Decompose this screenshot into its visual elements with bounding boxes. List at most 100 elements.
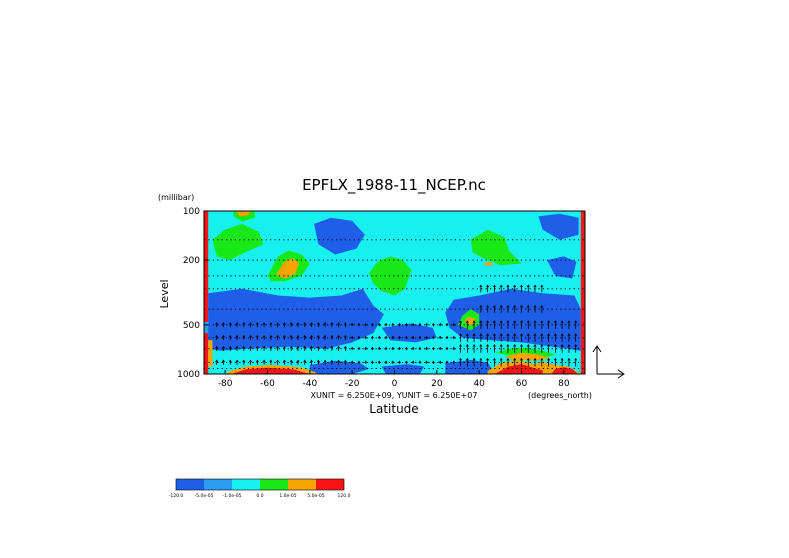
ep-flux-arrowhead (540, 333, 544, 336)
ep-flux-arrowhead (289, 359, 293, 363)
ep-flux-arrowhead (391, 335, 395, 339)
y-tick-label: 500 (183, 321, 200, 331)
ep-flux-arrowhead (255, 335, 259, 338)
ep-flux-arrowhead (479, 357, 483, 361)
ep-flux-arrowhead (533, 320, 537, 323)
ep-flux-arrowhead (370, 335, 374, 339)
ep-flux-arrowhead (492, 320, 496, 323)
y-tick-label: 100 (183, 207, 200, 217)
ep-flux-arrowhead (255, 322, 259, 325)
ep-flux-arrowhead (411, 322, 415, 326)
ep-flux-arrowhead (425, 346, 429, 350)
colorbar-swatch (232, 479, 260, 490)
colorbar-frame (175, 478, 345, 491)
ep-flux-arrowhead (269, 335, 273, 338)
ep-flux-arrowhead (533, 333, 537, 336)
ep-flux-arrowhead (350, 360, 354, 364)
ep-flux-arrowhead (567, 357, 571, 361)
ep-flux-arrowhead (513, 305, 517, 308)
contour-region-upper-blue-south (314, 217, 365, 255)
contour-region-green-north-upper (470, 229, 522, 266)
ep-flux-arrowhead (249, 322, 253, 325)
ep-flux-arrowhead (343, 322, 347, 325)
ep-flux-arrowhead (574, 333, 578, 336)
ep-flux-arrowhead (276, 322, 280, 325)
ep-flux-arrowhead (384, 335, 388, 339)
ep-flux-arrowhead (553, 320, 557, 323)
ep-flux-arrowhead (479, 344, 483, 347)
ep-flux-arrowhead (499, 333, 503, 336)
colorbar-swatch (204, 479, 232, 490)
ep-flux-arrowhead (404, 346, 408, 350)
ep-flux-arrowhead (221, 322, 225, 325)
ep-flux-arrowhead (343, 335, 347, 338)
ep-flux-arrowhead (242, 322, 246, 325)
ep-flux-arrowhead (343, 345, 347, 349)
ep-flux-arrowhead (574, 344, 578, 347)
contour-region-orange-north-lower (504, 352, 552, 361)
x-tick-label: -80 (218, 379, 233, 389)
ep-flux-arrowhead (472, 320, 476, 323)
ep-flux-arrowhead (384, 322, 388, 326)
ep-flux-arrowhead (513, 320, 517, 323)
ep-flux-arrowhead (506, 305, 510, 308)
ep-flux-arrowhead (472, 333, 476, 336)
ep-flux-arrowhead (357, 335, 361, 339)
ep-flux-arrowhead (492, 305, 496, 308)
ep-flux-arrowhead (492, 284, 496, 288)
ep-flux-arrowhead (465, 320, 469, 323)
ep-flux-arrowhead (364, 360, 368, 364)
ep-flux-arrowhead (330, 335, 334, 338)
ep-flux-arrowhead (547, 320, 551, 323)
ep-flux-arrowhead (404, 322, 408, 326)
ep-flux-arrowhead (364, 322, 368, 326)
x-tick-label: -60 (260, 379, 275, 389)
ep-flux-arrowhead (479, 305, 483, 308)
x-tick-label: 80 (558, 379, 570, 389)
ep-flux-arrowhead (303, 345, 307, 349)
ep-flux-arrowhead (567, 320, 571, 323)
ep-flux-arrowhead (282, 359, 286, 363)
ep-flux-arrowhead (438, 346, 442, 350)
contour-region-red-surface-south (233, 367, 310, 374)
ep-flux-arrowhead (249, 345, 253, 349)
ep-flux-arrowhead (221, 335, 225, 338)
ep-flux-arrowhead (411, 335, 415, 339)
ep-flux-arrowhead (499, 320, 503, 323)
ep-flux-arrowhead (506, 357, 510, 361)
ep-flux-arrowhead (513, 333, 517, 336)
ep-flux-arrowhead (350, 335, 354, 339)
plot-area: -80 -60 -40 -20 0 20 40 60 80 100 200 500 1000 (177, 207, 586, 389)
ep-flux-arrowhead (323, 322, 327, 325)
ep-flux-arrowhead (520, 357, 523, 361)
ep-flux-arrowhead (486, 305, 490, 308)
ep-flux-arrowhead (486, 284, 490, 288)
colorbar-label: -5.0e-05 (195, 493, 214, 499)
ep-flux-arrowhead (479, 333, 483, 336)
ep-flux-arrowhead (310, 345, 314, 349)
ep-flux-arrowhead (553, 344, 557, 347)
ep-flux-arrowhead (425, 322, 429, 326)
ep-flux-arrowhead (425, 360, 429, 364)
ep-flux-arrowhead (235, 322, 239, 325)
ep-flux-arrowhead (479, 284, 483, 288)
ep-flux-arrowhead (445, 346, 449, 350)
ep-flux-arrowhead (357, 322, 361, 326)
ep-flux-arrowhead (276, 335, 280, 338)
x-tick-label: 40 (473, 379, 485, 389)
ep-flux-arrowhead (459, 344, 463, 347)
ep-flux-arrowhead (452, 360, 456, 364)
contour-region-lower-tropo-blue-south (208, 288, 384, 351)
ep-flux-arrowhead (364, 335, 368, 339)
ep-flux-arrowhead (377, 346, 381, 350)
ep-flux-arrowhead (228, 359, 232, 363)
ep-flux-arrowhead (404, 360, 408, 364)
ep-flux-arrowhead (249, 335, 253, 338)
ep-flux-arrowhead (513, 284, 517, 288)
ep-flux-arrowhead (431, 335, 435, 339)
colorbar-label: 1.0e-05 (279, 493, 296, 499)
ep-flux-arrowhead (262, 345, 266, 349)
ep-flux-arrowhead (398, 346, 402, 350)
ep-flux-arrowhead (526, 320, 530, 323)
ep-flux-arrowhead (262, 322, 266, 325)
